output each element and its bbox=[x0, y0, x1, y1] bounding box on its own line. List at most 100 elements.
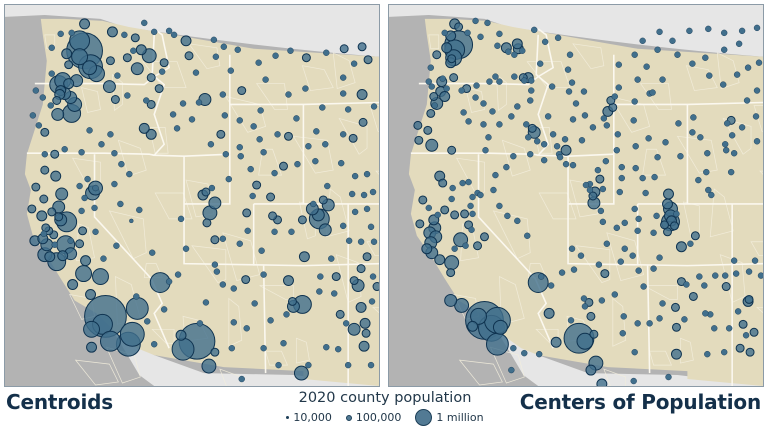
county-bubble bbox=[92, 184, 99, 192]
county-bubble bbox=[482, 147, 489, 154]
county-bubble bbox=[744, 64, 752, 71]
county-bubble bbox=[440, 205, 450, 215]
county-bubble bbox=[86, 341, 98, 353]
county-bubble bbox=[589, 124, 597, 131]
county-bubble bbox=[528, 87, 535, 94]
county-bubble bbox=[721, 29, 728, 37]
county-bubble bbox=[196, 320, 204, 327]
county-bubble bbox=[434, 254, 446, 266]
county-bubble bbox=[222, 151, 230, 158]
county-bubble bbox=[370, 238, 378, 245]
county-bubble bbox=[288, 228, 295, 235]
county-bubble bbox=[585, 364, 597, 376]
county-bubble bbox=[76, 182, 83, 190]
county-bubble bbox=[434, 211, 441, 219]
county-bubble bbox=[504, 212, 511, 220]
county-bubble bbox=[230, 319, 237, 326]
legend-dot-small-icon bbox=[286, 416, 290, 419]
county-bubble bbox=[441, 29, 448, 37]
county-bubble bbox=[359, 317, 371, 329]
county-bubble bbox=[67, 237, 74, 244]
county-bubble bbox=[287, 47, 294, 54]
county-bubble bbox=[543, 307, 555, 319]
county-bubble bbox=[757, 272, 763, 279]
county-bubble bbox=[188, 116, 196, 123]
county-bubble bbox=[755, 59, 763, 66]
county-bubble bbox=[711, 325, 718, 332]
county-bubble bbox=[480, 232, 489, 242]
county-bubble bbox=[350, 60, 358, 67]
county-bubble bbox=[355, 301, 367, 313]
county-bubble bbox=[78, 226, 88, 236]
county-bubble bbox=[44, 251, 56, 263]
county-bubble bbox=[703, 168, 710, 176]
county-bubble bbox=[702, 310, 709, 317]
county-bubble bbox=[175, 329, 187, 341]
county-bubble bbox=[444, 293, 458, 307]
county-bubble bbox=[688, 291, 698, 301]
county-bubble bbox=[317, 273, 324, 280]
county-bubble bbox=[165, 27, 173, 35]
county-bubble bbox=[443, 85, 450, 92]
county-bubble bbox=[581, 112, 589, 119]
county-bubble bbox=[451, 245, 458, 252]
county-bubble bbox=[484, 19, 491, 27]
county-bubble bbox=[57, 250, 69, 262]
county-bubble bbox=[39, 94, 46, 101]
county-bubble bbox=[372, 282, 379, 291]
county-bubble bbox=[632, 164, 639, 172]
county-bubble bbox=[165, 278, 173, 285]
county-bubble bbox=[225, 175, 232, 183]
county-bubble bbox=[339, 44, 349, 54]
county-bubble bbox=[338, 159, 345, 167]
county-bubble bbox=[41, 151, 48, 158]
county-bubble bbox=[302, 85, 309, 92]
county-bubble bbox=[227, 67, 234, 74]
county-bubble bbox=[211, 261, 219, 268]
county-bubble bbox=[540, 157, 548, 164]
county-bubble bbox=[660, 220, 670, 230]
county-bubble bbox=[521, 349, 528, 357]
population-bubbles bbox=[413, 17, 763, 386]
county-bubble bbox=[460, 109, 467, 116]
county-bubble bbox=[597, 207, 605, 215]
county-bubble bbox=[121, 31, 128, 39]
map-panel-centers-of-population bbox=[388, 4, 764, 387]
county-bubble bbox=[179, 100, 187, 107]
county-bubble bbox=[363, 205, 371, 213]
county-bubble bbox=[294, 160, 301, 168]
county-bubble bbox=[213, 268, 221, 275]
county-bubble bbox=[492, 171, 499, 179]
county-bubble bbox=[649, 89, 656, 96]
county-bubble bbox=[589, 329, 599, 339]
county-bubble bbox=[578, 137, 586, 144]
county-bubble bbox=[110, 95, 120, 104]
canada-land bbox=[389, 5, 763, 57]
county-bubble bbox=[602, 157, 610, 165]
county-bubble bbox=[368, 298, 376, 305]
county-bubble bbox=[119, 321, 145, 347]
canada-land bbox=[5, 5, 379, 57]
county-bubble bbox=[745, 268, 753, 275]
county-bubble bbox=[305, 361, 312, 369]
county-bubble bbox=[548, 83, 556, 90]
county-bubble bbox=[704, 350, 711, 358]
county-bubble bbox=[84, 175, 91, 183]
mexico-land bbox=[114, 333, 379, 386]
county-bubble bbox=[48, 70, 55, 77]
county-bubble bbox=[630, 377, 637, 385]
county-bubble bbox=[201, 358, 217, 374]
county-bubble bbox=[91, 204, 98, 212]
county-bubble bbox=[635, 267, 642, 274]
county-bubble bbox=[344, 361, 352, 369]
county-bubble bbox=[669, 221, 679, 231]
legend-label: 1 million bbox=[436, 411, 484, 424]
county-bubble bbox=[689, 129, 696, 136]
county-bubble bbox=[257, 107, 264, 114]
county-bubble bbox=[629, 252, 636, 259]
county-bubble bbox=[735, 343, 745, 353]
county-bubble bbox=[135, 44, 147, 56]
county-bubble bbox=[348, 190, 356, 198]
county-bubble bbox=[753, 138, 761, 145]
county-bubble bbox=[427, 64, 434, 71]
